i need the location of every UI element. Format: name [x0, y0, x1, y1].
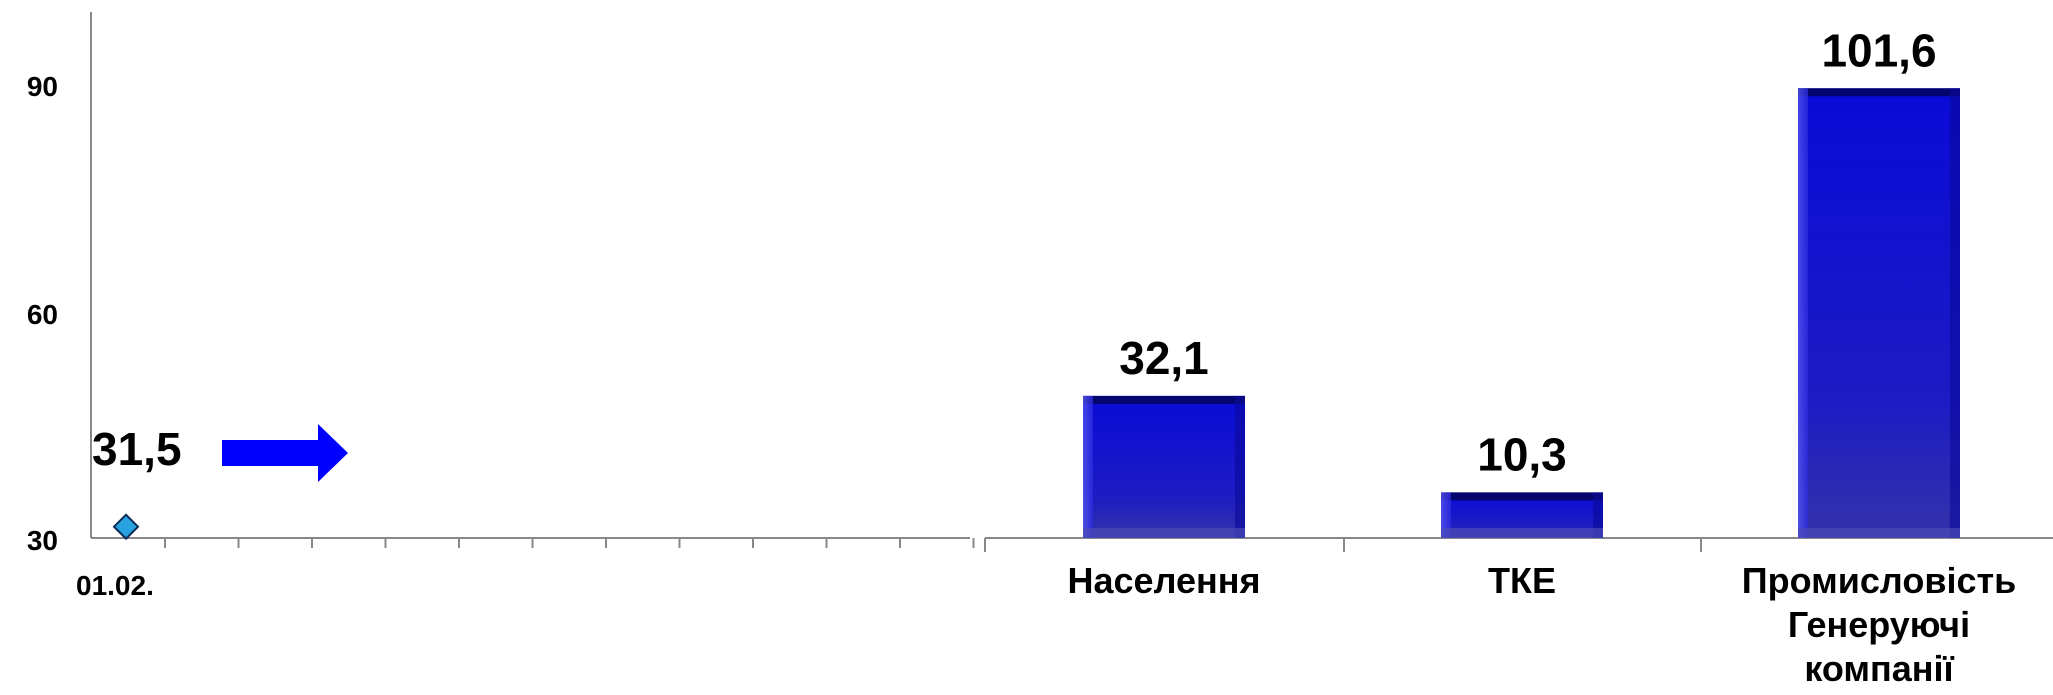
bar-value-label: 101,6 [1821, 24, 1936, 76]
bar-body [1798, 88, 1960, 539]
bar-0 [1083, 395, 1245, 538]
right-arrow [222, 424, 348, 482]
left-x-minor-ticks [164, 538, 975, 548]
bar-category-label: ТКЕ [1488, 560, 1556, 601]
bar-bevel-right [1235, 395, 1245, 538]
bar-category-label: Населення [1068, 560, 1261, 601]
bar-2 [1798, 88, 1960, 539]
bar-bevel-bottom [1083, 528, 1245, 538]
bar-series: 32,1 Населення 10,3 ТКЕ 101,6 ПромисловістьГе… [1068, 24, 2017, 689]
right-chart-axes [984, 537, 2053, 552]
bar-value-label: 10,3 [1477, 428, 1567, 480]
bar-bevel-bottom [1441, 528, 1603, 538]
left-chart-axes: 90 60 30 01.02. [27, 12, 975, 601]
bar-bevel-left [1798, 88, 1808, 539]
bar-bevel-right [1593, 492, 1603, 538]
x-tick-label-date: 01.02. [76, 570, 154, 601]
bar-bevel-bottom [1798, 528, 1960, 538]
bar-body [1083, 395, 1245, 538]
y-tick-label-60: 60 [27, 299, 58, 330]
bar-bevel-top [1083, 395, 1245, 404]
bar-bevel-top [1441, 492, 1603, 501]
bar-bevel-top [1798, 88, 1960, 97]
bar-category-label: Промисловість [1742, 560, 2016, 601]
y-tick-label-30: 30 [27, 525, 58, 556]
bar-bevel-left [1441, 492, 1451, 538]
bar-bevel-right [1950, 88, 1960, 539]
bar-category-label: компанії [1804, 648, 1954, 689]
bar-category-label: Генеруючі [1788, 604, 1970, 645]
bar-bevel-left [1083, 395, 1093, 538]
scatter-point [112, 513, 140, 541]
scatter-point-label: 31,5 [92, 423, 182, 475]
bar-value-label: 32,1 [1119, 332, 1209, 384]
scatter-series: 31,5 [92, 423, 348, 541]
bar-1 [1441, 492, 1603, 538]
y-tick-label-90: 90 [27, 71, 58, 102]
